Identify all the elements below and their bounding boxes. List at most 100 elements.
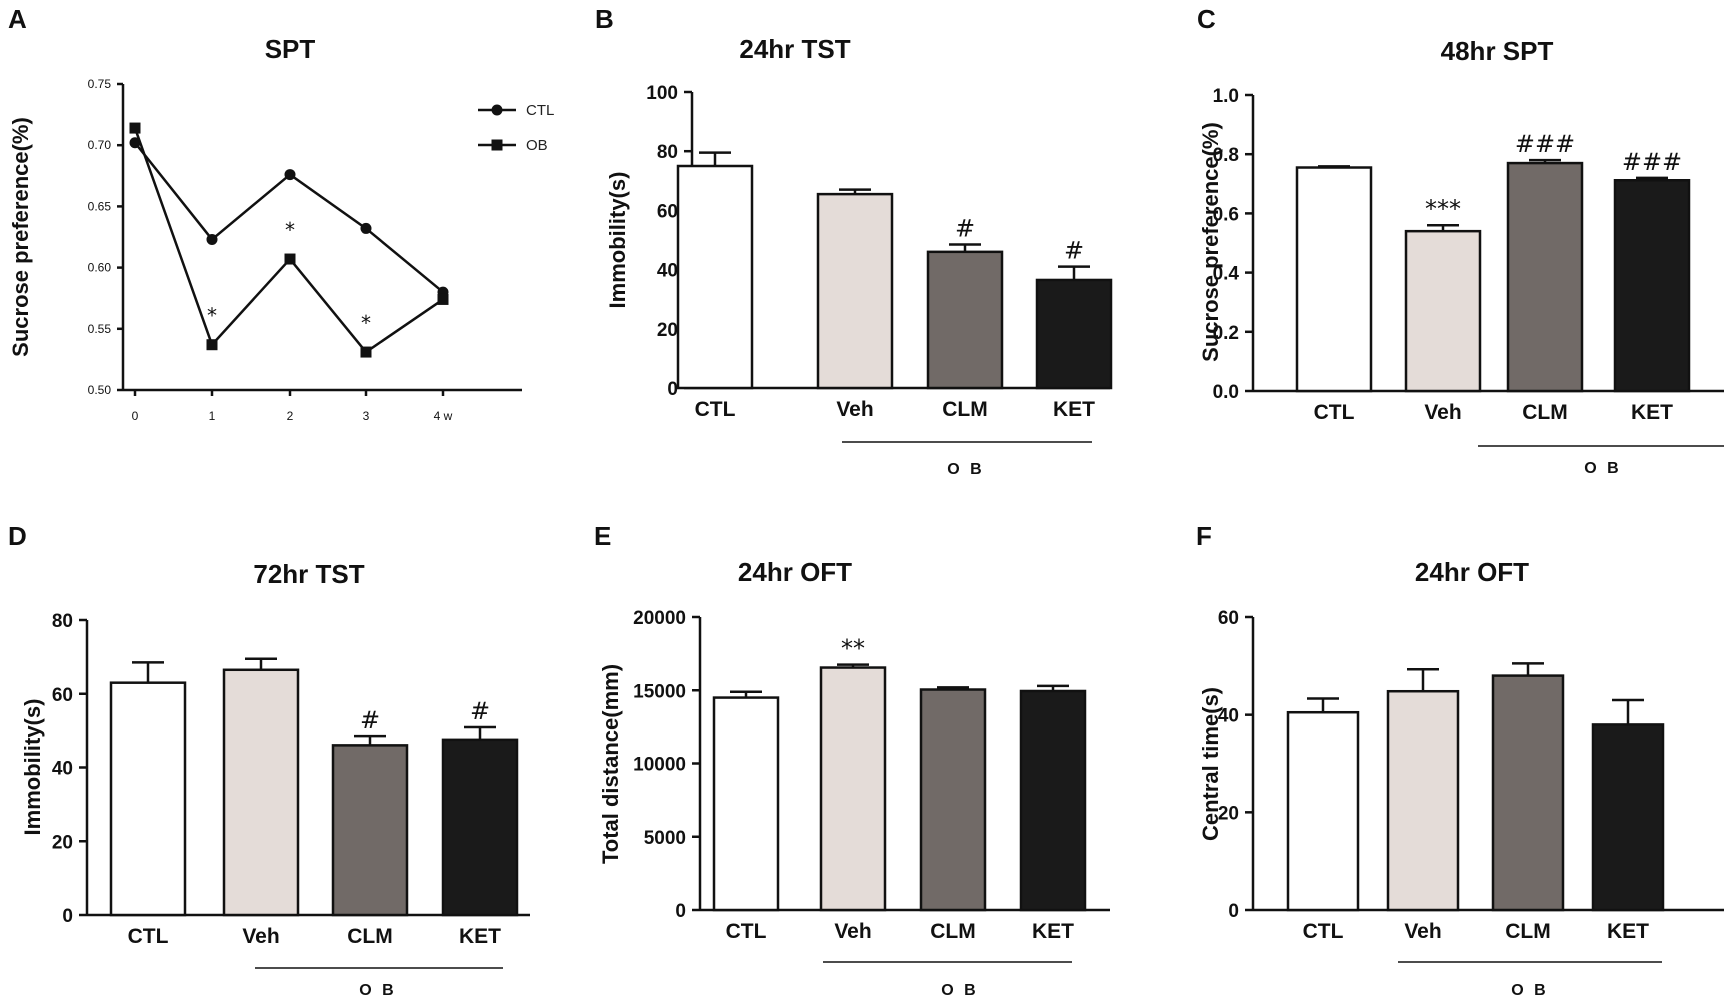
x-tick-label-ket: KET xyxy=(459,925,501,948)
data-point-ctl xyxy=(360,222,372,234)
y-tick-label: 20000 xyxy=(633,608,686,629)
y-tick-label: 0.6 xyxy=(1213,204,1239,225)
x-tick-label: 0 xyxy=(132,409,139,423)
data-point-ob xyxy=(129,122,141,134)
data-point-ctl xyxy=(129,137,141,149)
y-axis-label-d: Immobility(s) xyxy=(20,699,45,836)
bar-clm xyxy=(919,688,987,912)
y-tick-label: 15000 xyxy=(633,681,686,702)
panel-b: B 24hr TST Immobility(s) 0 20 40 60 80 100 CTL Veh… xyxy=(595,4,1113,478)
data-point-ob xyxy=(284,253,296,265)
bar-clm xyxy=(926,250,1004,390)
bar-veh xyxy=(222,668,300,917)
data-point-ctl xyxy=(284,169,296,181)
panel-a: A SPT Sucrose preference(%) 0.50 0.55 0.60 0.6… xyxy=(8,4,554,423)
y-tick-label: 1.0 xyxy=(1213,86,1239,107)
x-tick-label-clm: CLM xyxy=(1522,401,1568,424)
significance-marker-ket: ### xyxy=(1622,148,1682,176)
panel-letter-d: D xyxy=(8,521,27,551)
legend-marker-ctl xyxy=(491,104,503,116)
bar-clm xyxy=(1491,674,1565,912)
y-tick-label: 100 xyxy=(646,83,678,104)
x-tick-label-ctl: CTL xyxy=(1314,401,1355,424)
y-axis-label-b: Immobility(s) xyxy=(605,172,630,309)
bar-ctl xyxy=(1295,166,1373,393)
y-tick-label: 0.55 xyxy=(88,322,112,336)
bar-ket xyxy=(1591,723,1665,912)
significance-marker-clm: # xyxy=(360,706,380,734)
significance-marker-veh: *** xyxy=(1425,195,1461,223)
y-axis-label-a: Sucrose preference(%) xyxy=(8,117,33,357)
bar-ket xyxy=(441,738,519,917)
panel-e: E 24hr OFT Total distance(mm) 0 5000 10000 150… xyxy=(594,521,1110,999)
panel-letter-b: B xyxy=(595,4,614,34)
legend-label-ob: OB xyxy=(526,137,548,154)
x-tick-label-clm: CLM xyxy=(347,925,393,948)
x-tick-label: 4 w xyxy=(434,409,453,423)
y-tick-label: 0.8 xyxy=(1213,145,1239,166)
x-tick-label: 3 xyxy=(363,409,370,423)
x-tick-label-ket: KET xyxy=(1032,920,1074,943)
y-tick-label: 0 xyxy=(1228,901,1239,922)
bar-ket xyxy=(1035,278,1113,390)
y-tick-label: 20 xyxy=(52,832,73,853)
significance-marker-ket: # xyxy=(1064,237,1084,265)
chart-title-c: 48hr SPT xyxy=(1441,36,1554,66)
x-tick-label-ctl: CTL xyxy=(128,925,169,948)
panel-letter-a: A xyxy=(8,4,27,34)
group-label: O B xyxy=(941,982,978,999)
x-tick-label-clm: CLM xyxy=(942,398,988,421)
x-tick-label-ctl: CTL xyxy=(1303,920,1344,943)
y-tick-label: 0.60 xyxy=(88,261,112,275)
chart-title-a: SPT xyxy=(265,34,316,64)
panel-letter-c: C xyxy=(1197,4,1216,34)
x-tick-label-clm: CLM xyxy=(930,920,976,943)
x-tick-label-ctl: CTL xyxy=(726,920,767,943)
x-tick-label-veh: Veh xyxy=(242,925,279,948)
y-axis-label-e: Total distance(mm) xyxy=(598,664,623,864)
bar-ctl xyxy=(712,696,780,912)
significance-marker-clm: # xyxy=(955,214,975,242)
bar-veh xyxy=(816,192,894,390)
x-tick-label-veh: Veh xyxy=(1404,920,1441,943)
bar-ctl xyxy=(1286,710,1360,912)
y-tick-label: 40 xyxy=(657,261,678,282)
bar-veh xyxy=(1386,689,1460,912)
y-tick-label: 10000 xyxy=(633,755,686,776)
panel-d: D 72hr TST Immobility(s) 0 20 40 60 80 CTL Veh CLM… xyxy=(8,521,530,999)
panel-f: F 24hr OFT Central time(s) 0 20 40 60 CTL Veh CLM… xyxy=(1196,521,1724,999)
legend-marker-ob xyxy=(491,139,503,151)
y-tick-label: 60 xyxy=(52,685,73,706)
y-tick-label: 0.50 xyxy=(88,383,112,397)
x-tick-label: 2 xyxy=(287,409,294,423)
bar-clm xyxy=(331,744,409,917)
x-tick-label-ctl: CTL xyxy=(695,398,736,421)
y-axis-label-c: Sucrose preference(%) xyxy=(1198,122,1223,362)
panel-letter-e: E xyxy=(594,521,611,551)
panel-letter-f: F xyxy=(1196,521,1212,551)
y-tick-label: 20 xyxy=(1218,803,1239,824)
y-tick-label: 0.75 xyxy=(88,77,112,91)
data-point-ctl xyxy=(206,233,218,245)
y-tick-label: 0 xyxy=(62,906,73,927)
chart-title-e: 24hr OFT xyxy=(738,557,852,587)
y-tick-label: 0.4 xyxy=(1213,264,1240,285)
significance-marker-ket: # xyxy=(470,697,490,725)
y-tick-label: 0.70 xyxy=(88,138,112,152)
legend-label-ctl: CTL xyxy=(526,102,554,119)
y-tick-label: 0.0 xyxy=(1213,382,1239,403)
chart-title-f: 24hr OFT xyxy=(1415,557,1529,587)
x-tick-label-veh: Veh xyxy=(836,398,873,421)
y-tick-label: 60 xyxy=(657,201,678,222)
group-label: O B xyxy=(1511,982,1548,999)
bar-ctl xyxy=(109,681,187,917)
y-tick-label: 0.65 xyxy=(88,199,112,213)
bar-clm xyxy=(1506,161,1584,393)
significance-marker: * xyxy=(285,218,295,242)
x-tick-label-ket: KET xyxy=(1607,920,1649,943)
chart-title-d: 72hr TST xyxy=(253,559,364,589)
group-label: O B xyxy=(359,982,396,999)
x-tick-label: 1 xyxy=(209,409,216,423)
x-tick-label-veh: Veh xyxy=(1424,401,1461,424)
